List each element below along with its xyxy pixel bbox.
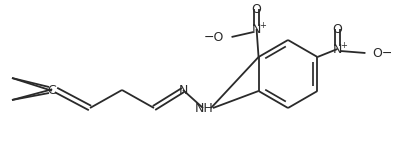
- Text: O: O: [252, 3, 261, 16]
- Text: −O: −O: [204, 30, 224, 44]
- Text: O: O: [332, 22, 342, 36]
- Text: +: +: [259, 21, 266, 29]
- Text: N: N: [178, 83, 188, 96]
- Text: +: +: [340, 41, 347, 49]
- Text: N: N: [252, 22, 261, 36]
- Text: N: N: [333, 42, 342, 56]
- Text: C: C: [48, 83, 57, 96]
- Text: O−: O−: [373, 46, 393, 59]
- Text: NH: NH: [195, 102, 213, 115]
